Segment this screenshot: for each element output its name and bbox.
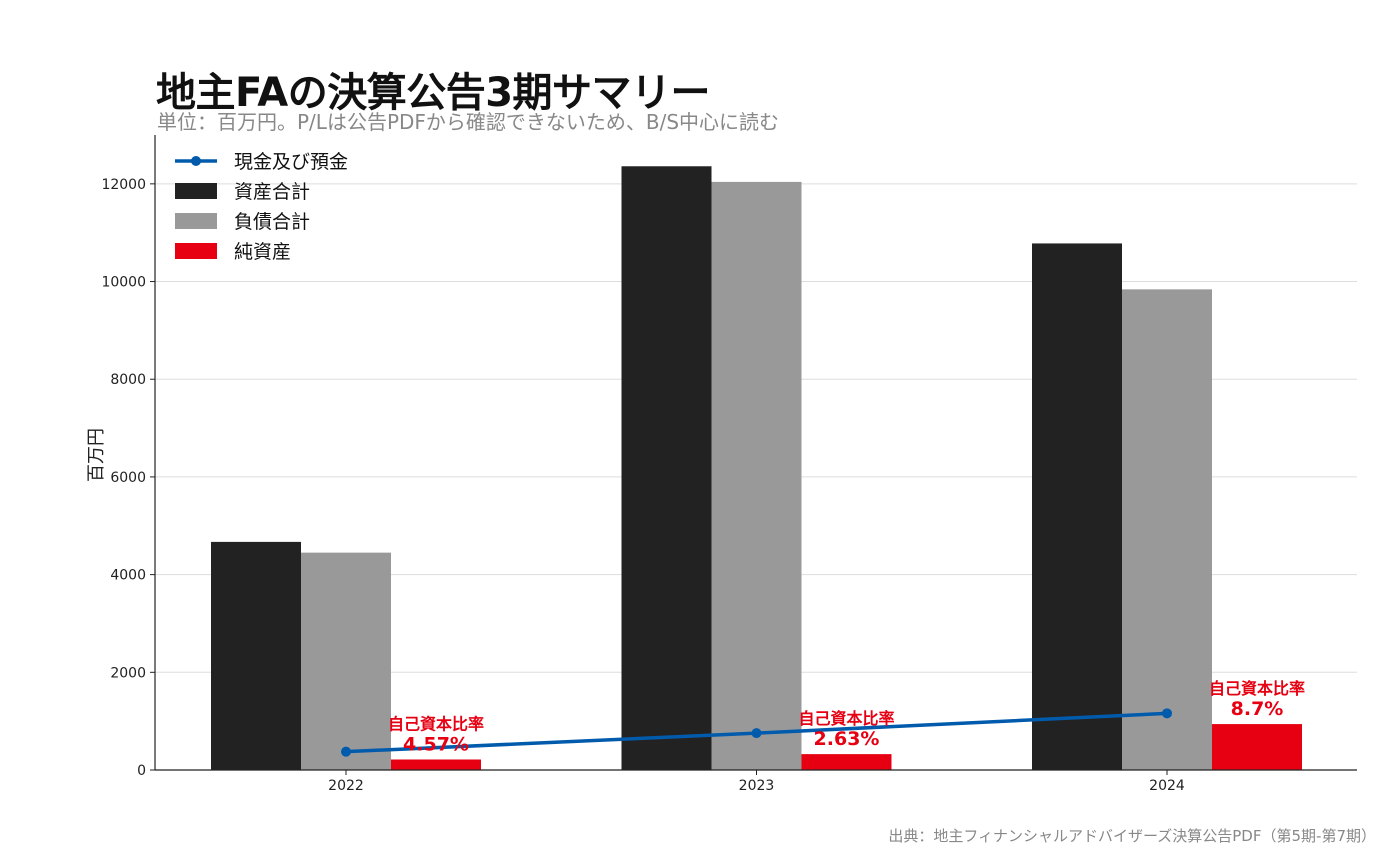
legend-label: 現金及び預金 — [234, 151, 348, 173]
chart-subtitle: 単位：百万円。P/Lは公告PDFから確認できないため、B/S中心に読む — [157, 110, 780, 134]
ratio-value: 8.7% — [1231, 698, 1284, 720]
y-tick-label: 4000 — [110, 568, 146, 584]
legend-label: 資産合計 — [234, 181, 310, 203]
bar-資産合計-2022 — [211, 541, 301, 770]
bars — [211, 166, 1302, 770]
bar-資産合計-2024 — [1032, 243, 1122, 770]
y-tick-label: 12000 — [101, 177, 146, 193]
point-現金及び預金-2022 — [341, 746, 351, 757]
axes: 0 2000 4000 6000 8000 10000 12000 2022 2023 2024 — [101, 135, 1357, 794]
y-tick-label: 8000 — [110, 372, 146, 388]
y-tick-label: 2000 — [110, 665, 146, 681]
x-tick-label: 2023 — [739, 778, 775, 794]
legend-marker-現金及び預金 — [191, 156, 201, 166]
source-note: 出典：地主フィナンシャルアドバイザーズ決算公告PDF（第5期-第7期） — [888, 827, 1376, 845]
point-現金及び預金-2024 — [1162, 708, 1172, 719]
chart-title: 地主FAの決算公告3期サマリー — [156, 70, 711, 116]
bar-負債合計-2024 — [1122, 289, 1212, 770]
legend-swatch-負債合計 — [175, 213, 217, 229]
ratio-label: 自己資本比率 — [388, 714, 484, 733]
ratio-value: 4.57% — [403, 733, 469, 755]
bar-負債合計-2022 — [301, 552, 391, 770]
bar-純資産-2023 — [801, 754, 892, 770]
x-tick-label: 2024 — [1149, 778, 1185, 794]
bar-負債合計-2023 — [711, 181, 802, 770]
y-tick-label: 6000 — [110, 470, 146, 486]
bar-純資産-2024 — [1212, 724, 1302, 770]
legend-label: 負債合計 — [234, 211, 310, 233]
cash-line — [341, 708, 1172, 757]
ratio-label: 自己資本比率 — [1209, 679, 1305, 698]
bar-資産合計-2023 — [621, 166, 712, 770]
point-現金及び預金-2023 — [751, 728, 762, 739]
x-tick-label: 2022 — [328, 778, 364, 794]
ratio-value: 2.63% — [814, 728, 880, 750]
ratio-label: 自己資本比率 — [798, 709, 894, 728]
y-tick-label: 10000 — [101, 275, 146, 291]
bar-純資産-2022 — [391, 759, 481, 770]
legend-swatch-純資産 — [175, 243, 217, 259]
y-tick-label: 0 — [137, 763, 146, 779]
legend-label: 純資産 — [234, 241, 291, 263]
legend-swatch-資産合計 — [175, 183, 217, 199]
